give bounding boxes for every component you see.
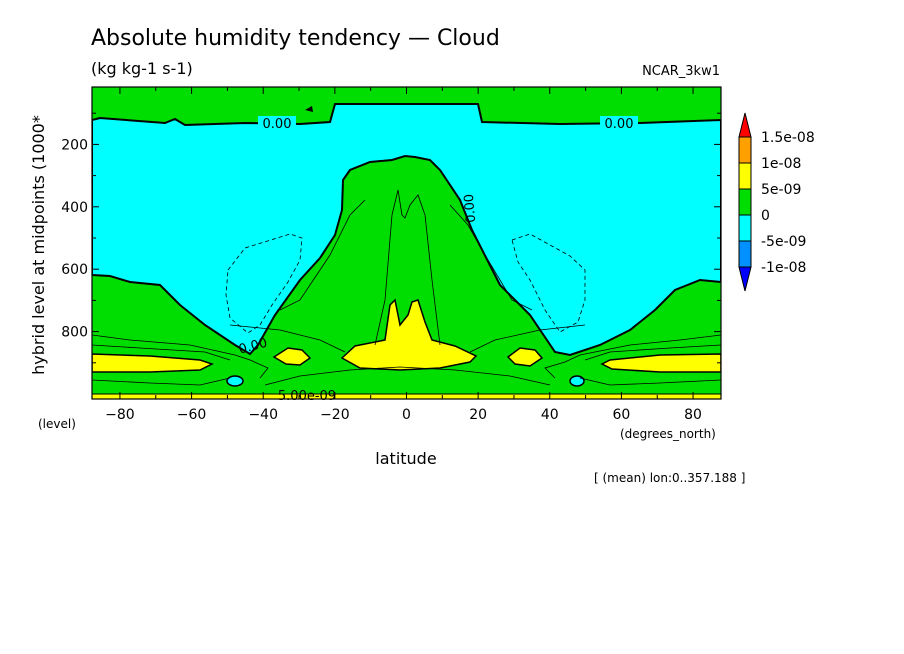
colorbar: 1.5e-08 1e-08 5e-09 0 -5e-09 -1e-08 xyxy=(738,112,815,292)
x-tick-label: −20 xyxy=(320,407,350,423)
y-axis-label: hybrid level at midpoints (1000* xyxy=(29,115,48,375)
colorbar-level-label: 0 xyxy=(761,208,770,224)
y-axis-units: (level) xyxy=(38,417,76,431)
negative-blob-right xyxy=(569,375,585,387)
chart-title: Absolute humidity tendency — Cloud xyxy=(91,26,500,51)
contour-label-1: 0.00 xyxy=(263,117,292,132)
x-axis: −80 −60 −40 −20 0 20 40 60 80 xyxy=(105,87,702,423)
y-tick-label: 600 xyxy=(61,262,88,278)
colorbar-level-label: 1e-08 xyxy=(761,156,801,172)
colorbar-level-label: 1.5e-08 xyxy=(761,130,815,146)
contour-fragment xyxy=(305,106,313,112)
contour-label-3: 0.00 xyxy=(462,193,479,223)
x-tick-label: 60 xyxy=(613,407,631,423)
x-axis-units: (degrees_north) xyxy=(620,427,716,441)
y-tick-label: 800 xyxy=(61,325,88,341)
x-tick-label: 0 xyxy=(402,407,411,423)
positive-contours xyxy=(92,189,721,386)
yellow-band-west xyxy=(92,353,214,373)
colorbar-segment xyxy=(738,136,752,164)
colorbar-segment xyxy=(738,188,752,216)
yellow-band-east xyxy=(600,353,721,373)
footnote: [ (mean) lon:0..357.188 ] xyxy=(594,471,745,485)
plot-area: 0.00 0.00 0.00 0.00 5.00e-09 xyxy=(91,86,722,404)
yellow-blob-left xyxy=(272,347,312,366)
y-axis: 200 400 600 800 xyxy=(61,112,721,364)
y-tick-label: 400 xyxy=(61,200,88,216)
negative-region xyxy=(92,103,721,357)
colorbar-bottom-arrow xyxy=(738,266,752,292)
contour-label-2: 0.00 xyxy=(605,117,634,132)
negative-contours xyxy=(225,233,586,334)
x-tick-label: 40 xyxy=(541,407,559,423)
yellow-blob-center xyxy=(340,298,478,371)
yellow-blob-right xyxy=(506,347,544,367)
colorbar-level-label: -5e-09 xyxy=(761,234,806,250)
x-tick-label: 20 xyxy=(469,407,487,423)
x-tick-label: 80 xyxy=(684,407,702,423)
colorbar-level-label: 5e-09 xyxy=(761,182,801,198)
colorbar-level-label: -1e-08 xyxy=(761,260,806,276)
x-axis-label: latitude xyxy=(375,449,436,468)
contour-label-5: 5.00e-09 xyxy=(278,389,336,404)
negative-blob-left xyxy=(226,375,244,387)
contour-labels: 0.00 0.00 0.00 0.00 5.00e-09 xyxy=(237,116,638,404)
x-tick-label: −40 xyxy=(248,407,278,423)
colorbar-segment xyxy=(738,240,752,268)
x-tick-label: −60 xyxy=(177,407,207,423)
colorbar-segment xyxy=(738,214,752,242)
chart-units: (kg kg-1 s-1) xyxy=(91,59,193,78)
dataset-label: NCAR_3kw1 xyxy=(642,64,720,79)
contour-label-4: 0.00 xyxy=(237,336,269,358)
colorbar-segment xyxy=(738,162,752,190)
colorbar-top-arrow xyxy=(738,112,752,138)
x-tick-label: −80 xyxy=(105,407,135,423)
y-tick-label: 200 xyxy=(61,137,88,153)
